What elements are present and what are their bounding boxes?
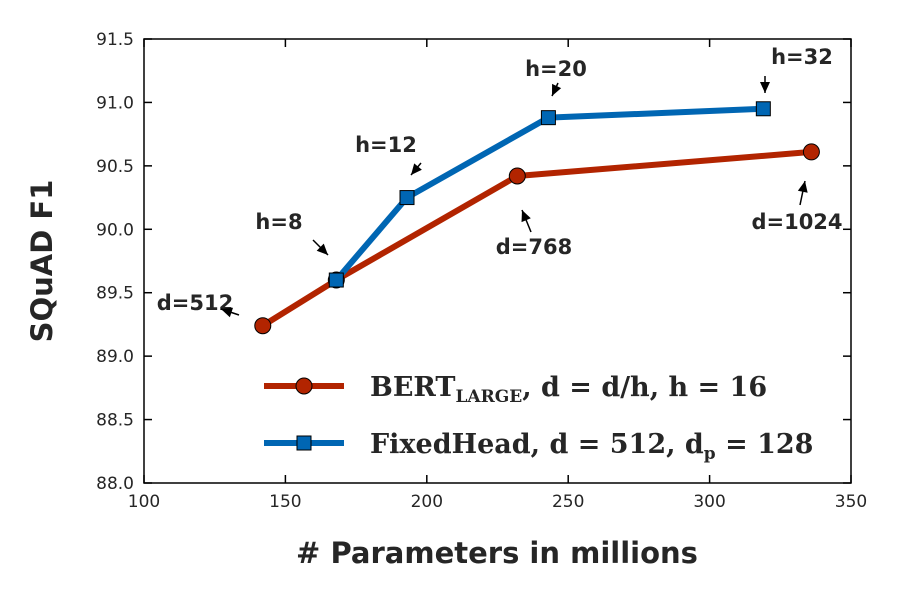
- y-axis-label: SQuAD F1: [25, 180, 59, 343]
- x-tick-label: 300: [693, 492, 725, 512]
- legend-fixedhead-rest: = 128: [716, 429, 814, 460]
- legend-bert-sub: LARGE: [455, 387, 522, 407]
- legend: BERTLARGE, d = d/h, h = 16 FixedHead, d …: [264, 372, 813, 464]
- data-point-circle: [254, 317, 272, 335]
- series-line-0: [261, 148, 812, 329]
- legend-bert-main: BERT: [370, 372, 455, 403]
- plot-area: [143, 38, 852, 484]
- data-point-square: [328, 272, 344, 288]
- y-tick-label: 91.5: [96, 30, 134, 50]
- annotations: d=512 d=768 d=1024 h=8 h=12 h=20 h=32: [157, 45, 843, 318]
- legend-marker-bert: [295, 377, 313, 395]
- data-point-square: [540, 110, 556, 126]
- legend-label-bert: BERTLARGE, d = d/h, h = 16: [370, 372, 767, 407]
- annotation-arrow-head: [797, 181, 808, 193]
- y-tick-label: 89.0: [96, 347, 134, 367]
- axis-ticks: 100 150 200 250 300 350 88.0 88.5 89.0 89.5 90.0 90…: [96, 30, 867, 512]
- point-label: h=12: [355, 133, 417, 157]
- annotation-arrow-head: [760, 82, 770, 93]
- series-layer: [254, 101, 820, 335]
- legend-label-fixedhead: FixedHead, d = 512, dp = 128: [370, 429, 813, 464]
- x-tick-label: 200: [411, 492, 443, 512]
- point-label: h=32: [771, 45, 833, 69]
- point-label: h=20: [525, 57, 587, 81]
- x-axis-label: # Parameters in millions: [296, 536, 698, 570]
- annotation-arrow-head: [552, 83, 562, 96]
- x-tick-label: 150: [269, 492, 301, 512]
- legend-fixedhead-sub: p: [704, 444, 716, 464]
- y-tick-label: 89.5: [96, 284, 134, 304]
- y-tick-label: 91.0: [96, 93, 134, 113]
- y-tick-label: 88.5: [96, 411, 134, 431]
- y-tick-label: 90.5: [96, 157, 134, 177]
- legend-bert-rest: , d = d/h, h = 16: [522, 372, 767, 403]
- data-point-square: [755, 101, 771, 117]
- annotation-arrow-head: [411, 163, 422, 175]
- data-point-square: [399, 190, 415, 206]
- data-point-circle: [508, 167, 526, 185]
- data-point-circle: [802, 143, 820, 161]
- point-label: d=512: [157, 291, 233, 315]
- point-label: h=8: [255, 210, 302, 234]
- series-line-1: [334, 105, 764, 282]
- x-tick-label: 100: [128, 492, 160, 512]
- annotation-arrow-head: [221, 307, 234, 318]
- annotation-arrow-head: [316, 243, 328, 255]
- y-tick-label: 88.0: [96, 474, 134, 494]
- legend-fixedhead-main: FixedHead, d = 512, d: [370, 429, 704, 460]
- x-tick-label: 250: [552, 492, 584, 512]
- point-label: d=1024: [751, 210, 842, 234]
- y-tick-label: 90.0: [96, 220, 134, 240]
- annotation-arrow-head: [521, 210, 531, 223]
- legend-marker-fixedhead: [296, 435, 312, 451]
- point-label: d=768: [496, 235, 572, 259]
- x-tick-label: 350: [835, 492, 867, 512]
